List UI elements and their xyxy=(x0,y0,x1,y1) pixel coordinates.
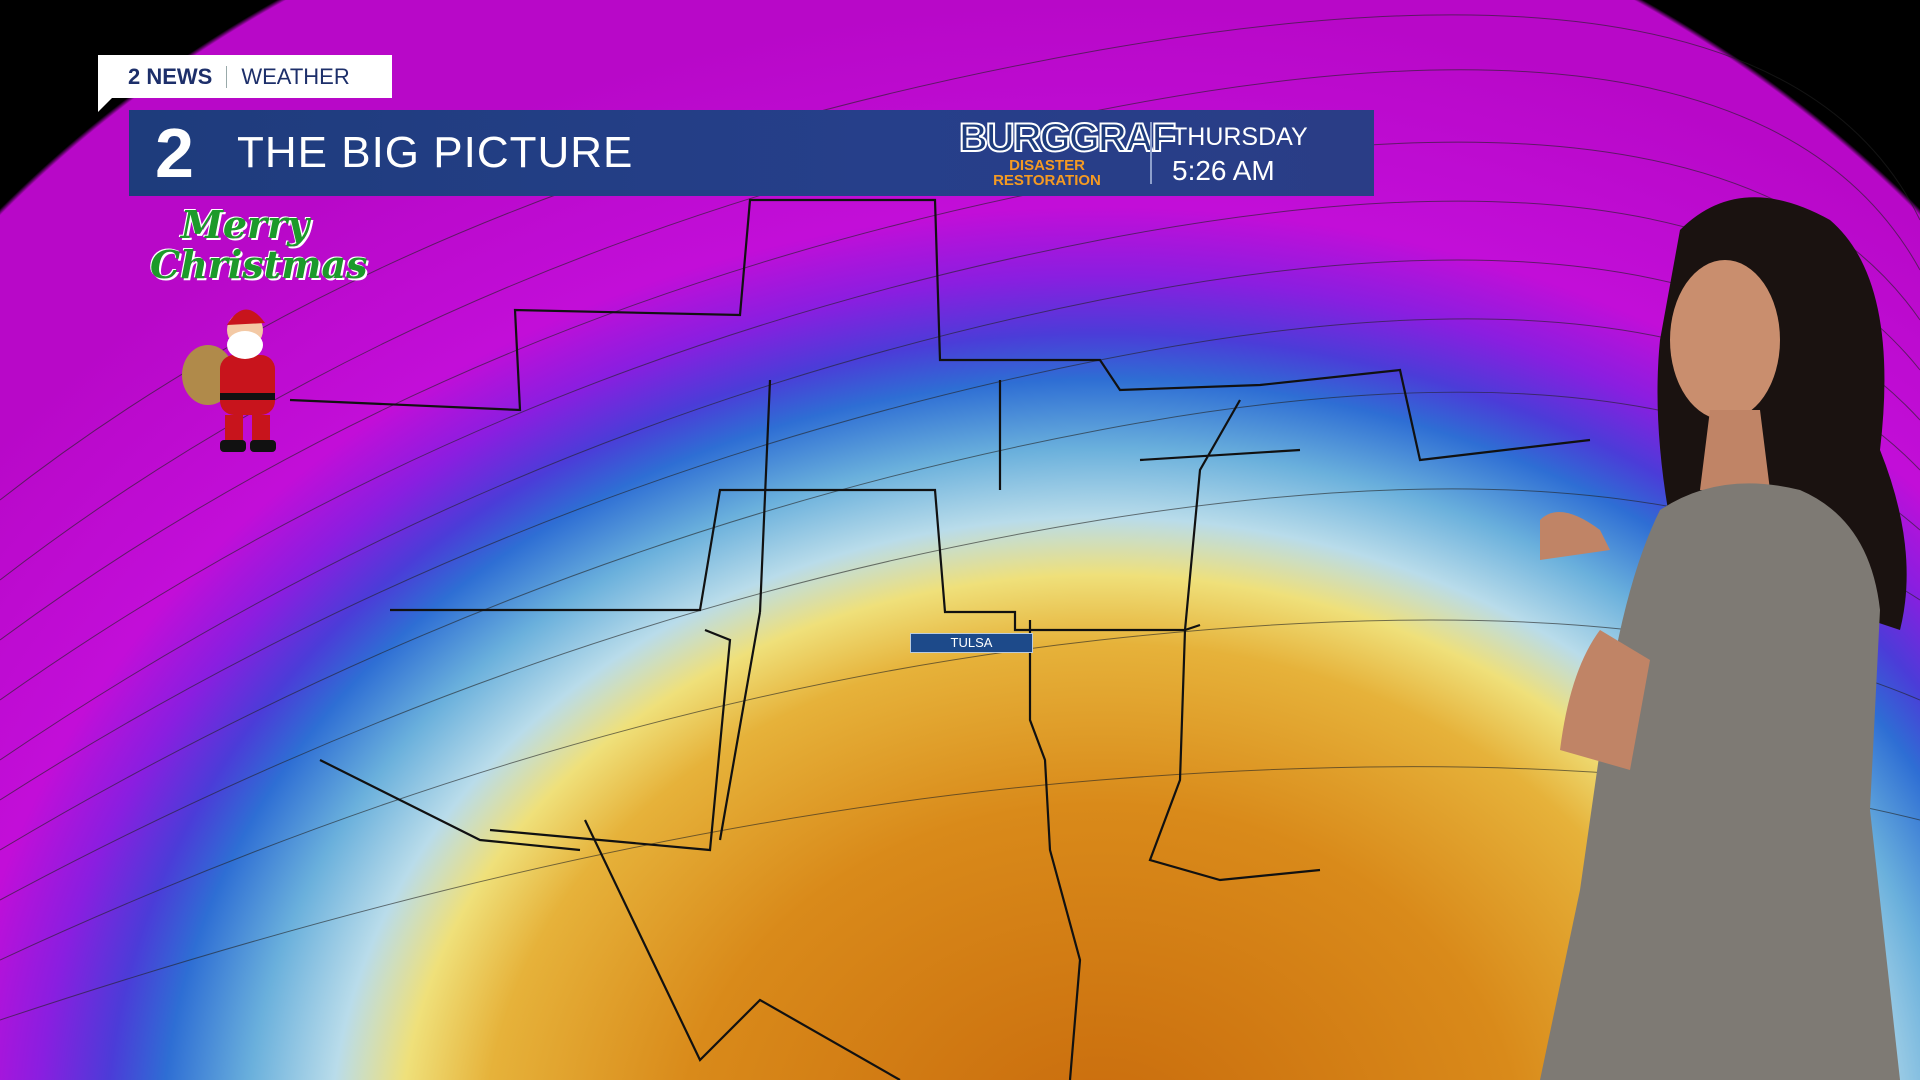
section-label: WEATHER xyxy=(241,63,350,89)
weather-presenter xyxy=(1540,197,1907,1080)
time-label: 5:26 AM xyxy=(1172,155,1275,186)
divider xyxy=(1150,122,1152,184)
tag-tail xyxy=(98,98,112,112)
channel-logo: 2 xyxy=(155,114,194,192)
datetime: THURSDAY 5:26 AM xyxy=(1172,120,1308,188)
news-weather-tag: 2 NEWS WEATHER xyxy=(98,55,392,112)
sponsor-logo: BURGGRAF DISASTER RESTORATION xyxy=(958,116,1177,189)
santa-icon xyxy=(182,309,276,452)
network-label: 2 NEWS xyxy=(128,63,213,89)
merry-christmas-greeting: Merry Christmas xyxy=(150,202,368,287)
divider xyxy=(226,65,228,88)
sponsor-tagline: DISASTER RESTORATION xyxy=(993,157,1101,189)
sponsor-name: BURGGRAF xyxy=(958,116,1177,160)
title-banner: 2 THE BIG PICTURE BURGGRAF DISASTER REST… xyxy=(129,110,1374,196)
day-label: THURSDAY xyxy=(1172,123,1308,151)
segment-title: THE BIG PICTURE xyxy=(237,128,634,177)
city-label-tulsa: TULSA xyxy=(910,633,1033,653)
